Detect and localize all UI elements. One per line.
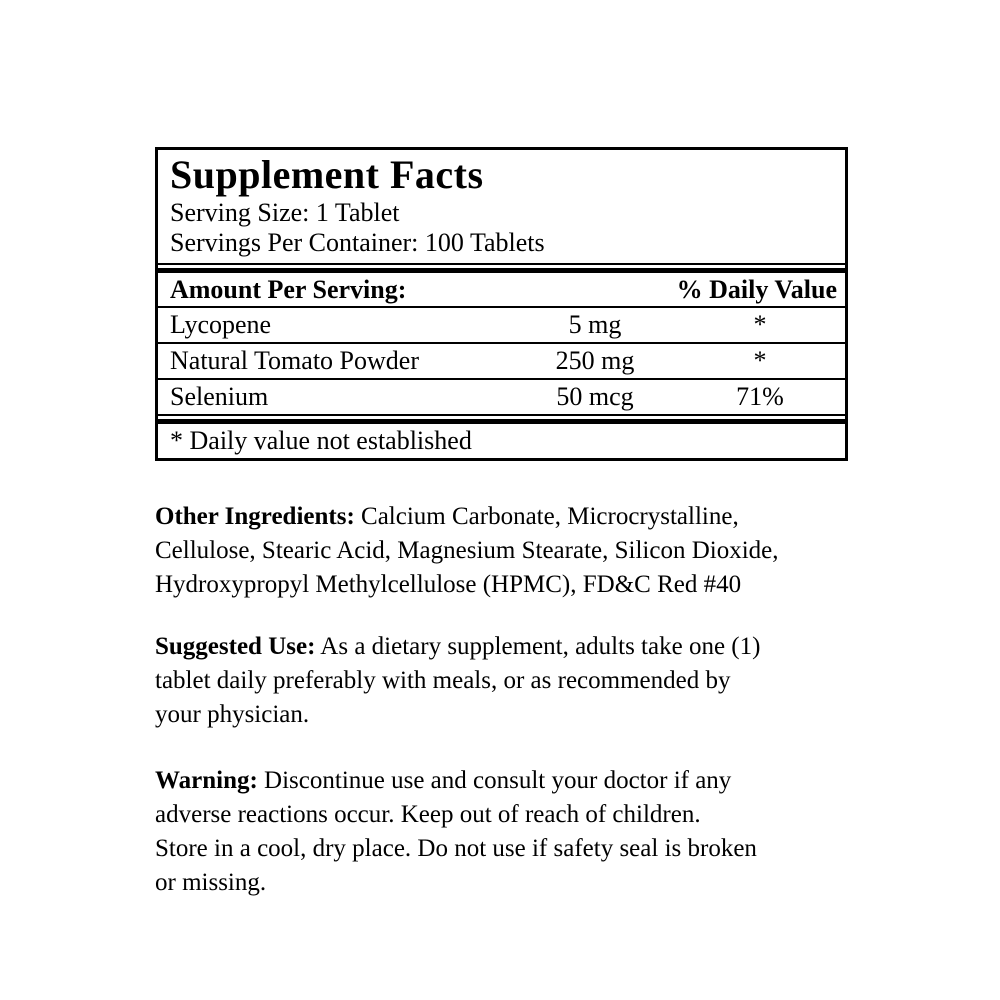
suggested-use-label: Suggested Use: (155, 633, 316, 660)
ingredient-name: Selenium (170, 382, 269, 411)
warning-text: Discontinue use and consult your doctor … (155, 767, 757, 896)
thick-divider-bottom (158, 414, 845, 424)
daily-value-header: % Daily Value (676, 274, 837, 304)
facts-title: Supplement Facts (170, 152, 484, 197)
ingredient-amount: 5 mg (568, 310, 622, 339)
suggested-use-text: As a dietary supplement, adults take one… (155, 633, 761, 728)
amount-per-serving-header: Amount Per Serving: (170, 274, 407, 304)
other-ingredients-label: Other Ingredients: (155, 503, 355, 530)
ingredient-daily-value: * (753, 346, 767, 375)
table-row: Selenium 50 mcg 71% (158, 380, 845, 414)
ingredient-amount: 250 mg (555, 346, 635, 375)
ingredient-daily-value: * (753, 310, 767, 339)
ingredient-name: Lycopene (170, 310, 272, 339)
table-row: Natural Tomato Powder 250 mg * (158, 344, 845, 380)
ingredient-name: Natural Tomato Powder (170, 346, 419, 375)
warning-paragraph: Warning: Discontinue use and consult you… (155, 764, 855, 900)
servings-per-container-text: Servings Per Container: 100 Tablets (170, 228, 545, 257)
other-ingredients-text: Calcium Carbonate, Microcrystalline, Cel… (155, 503, 779, 598)
daily-value-footnote: * Daily value not established (170, 426, 472, 455)
supplement-facts-panel: Supplement Facts Serving Size: 1 Tablet … (155, 147, 848, 461)
ingredient-amount: 50 mcg (556, 382, 634, 411)
other-ingredients-paragraph: Other Ingredients: Calcium Carbonate, Mi… (155, 500, 855, 602)
ingredient-daily-value: 71% (736, 382, 784, 411)
facts-column-header-row: Amount Per Serving: % Daily Value (158, 273, 845, 308)
facts-header: Supplement Facts Serving Size: 1 Tablet … (158, 150, 845, 263)
label-content: Supplement Facts Serving Size: 1 Tablet … (155, 147, 855, 900)
warning-label: Warning: (155, 767, 258, 794)
suggested-use-paragraph: Suggested Use: As a dietary supplement, … (155, 630, 855, 732)
table-row: Lycopene 5 mg * (158, 308, 845, 344)
serving-size-text: Serving Size: 1 Tablet (170, 198, 400, 227)
thick-divider-top (158, 263, 845, 273)
